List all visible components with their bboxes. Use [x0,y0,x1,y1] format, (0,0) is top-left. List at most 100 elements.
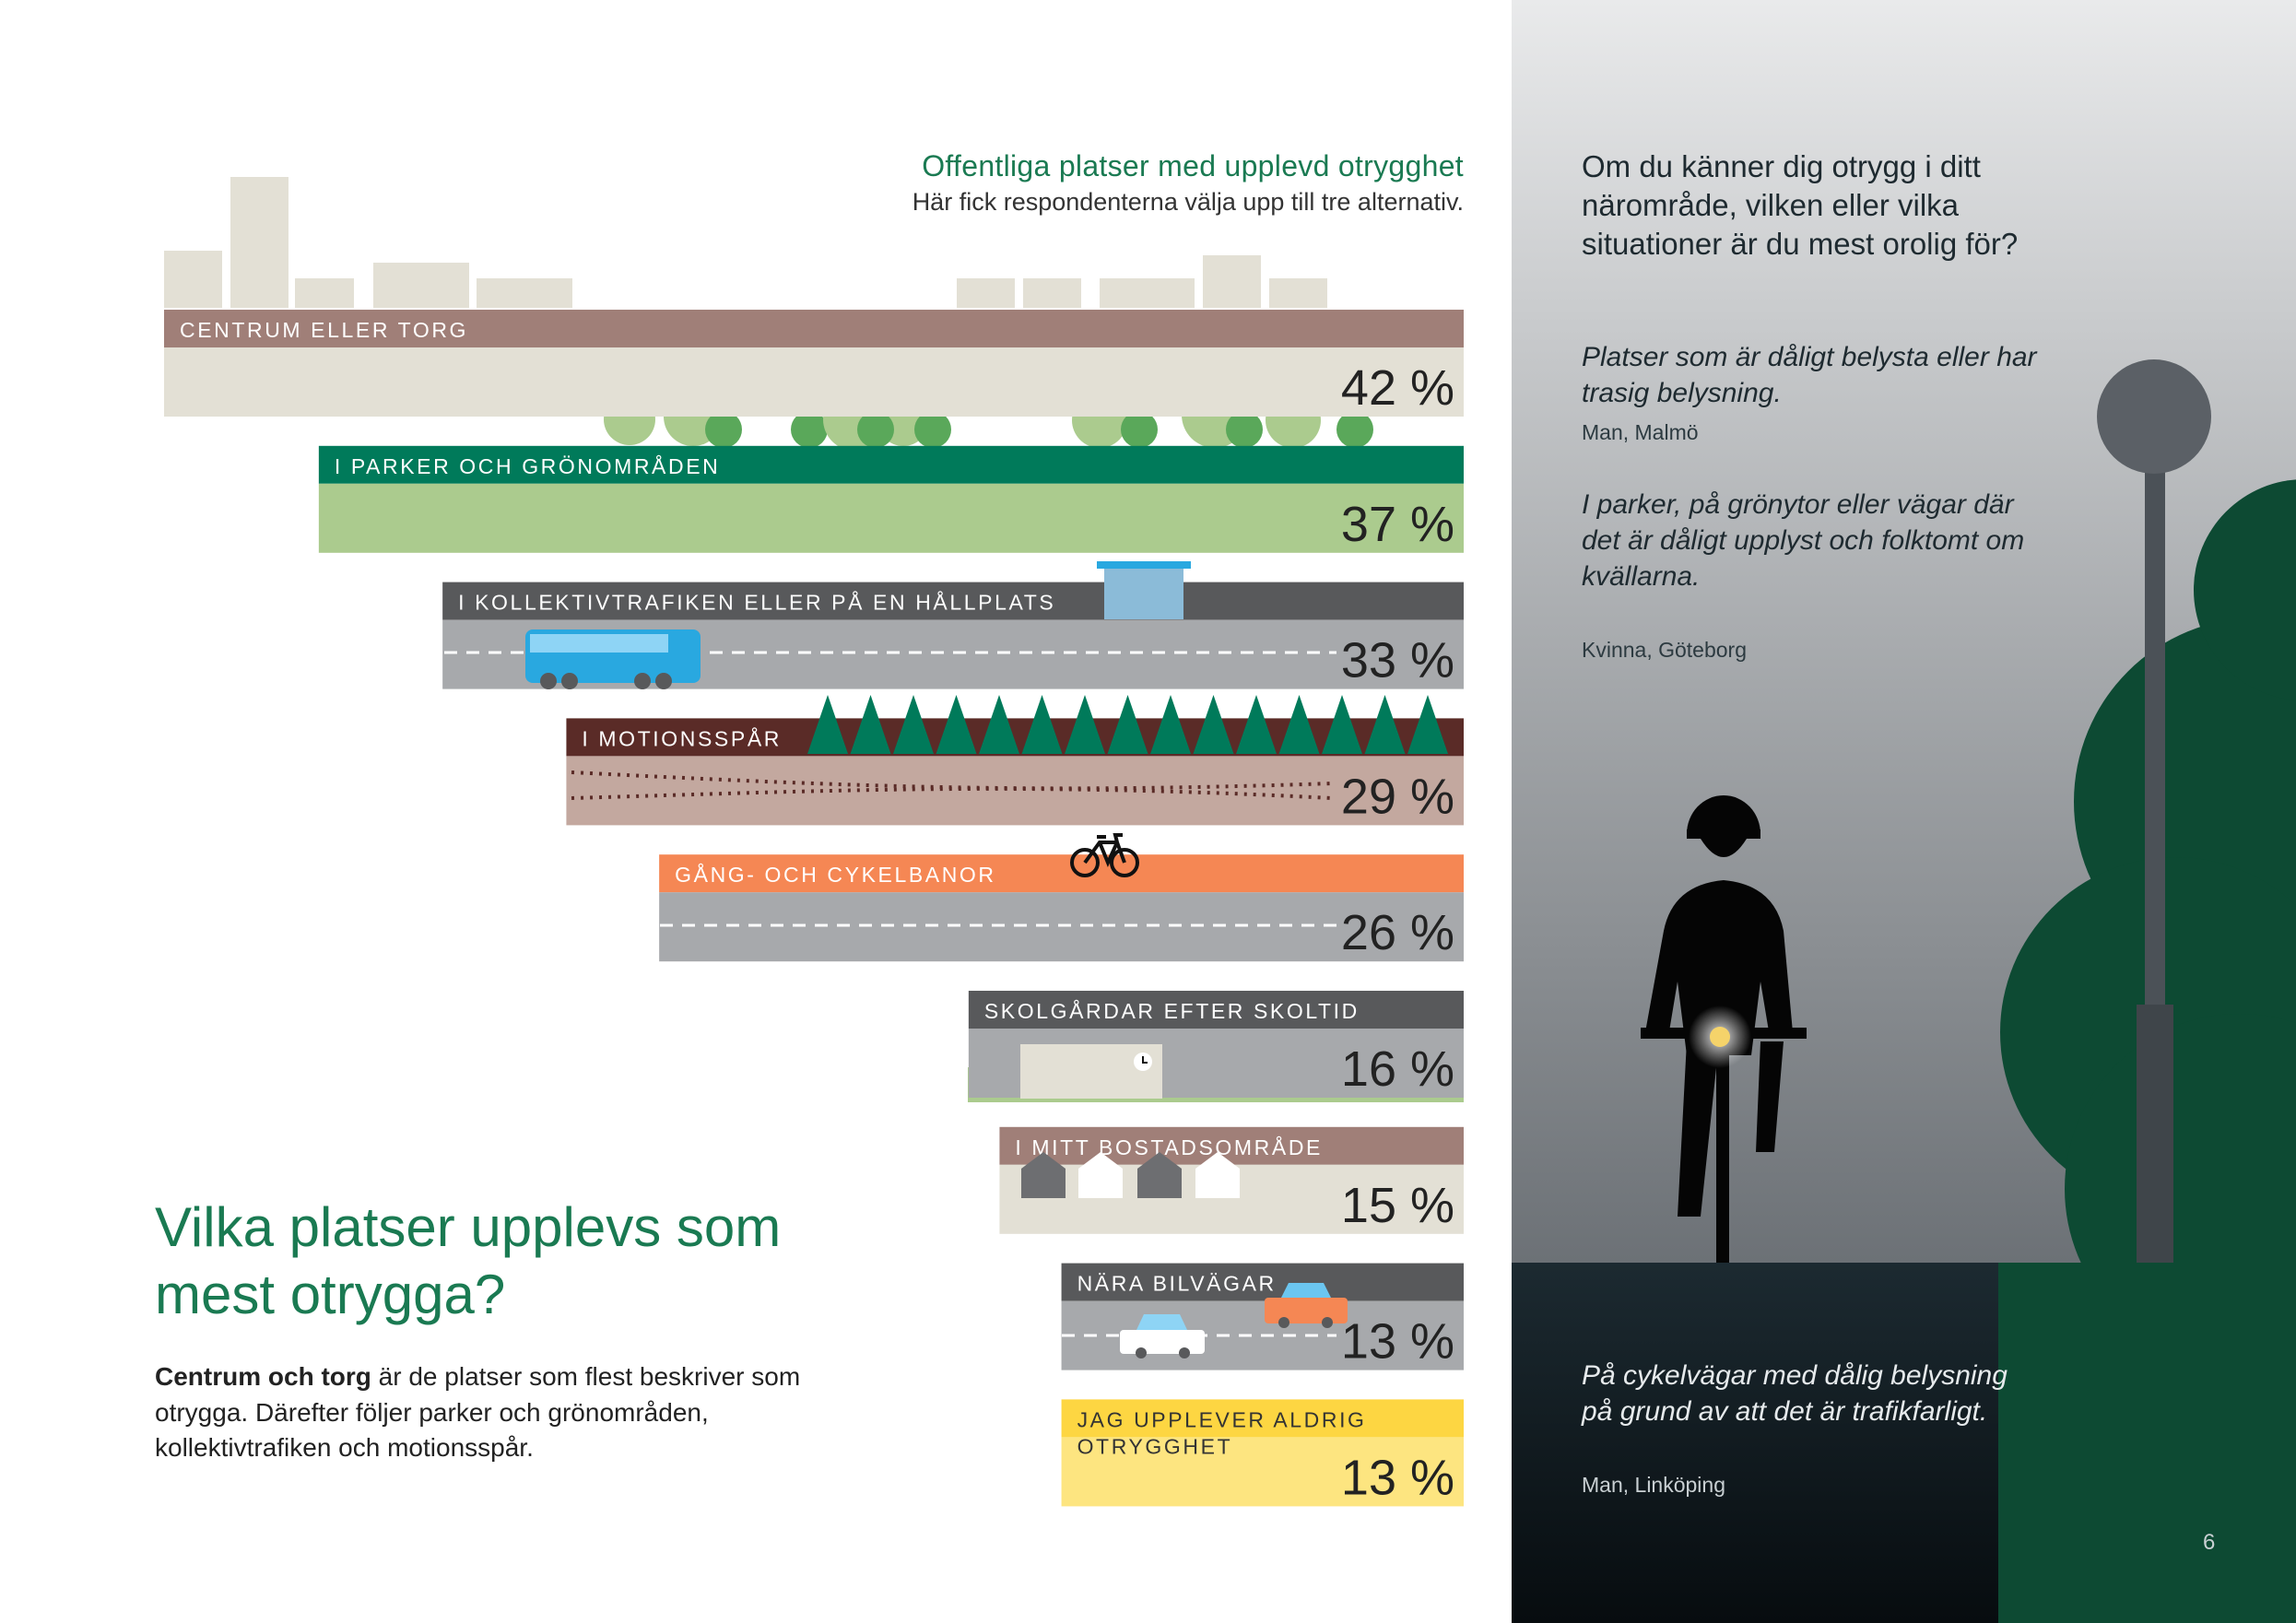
body-text: Centrum och torg är de platser som flest… [155,1359,818,1466]
bus-stop-icon [1097,561,1191,569]
spruce-icon [1150,695,1191,754]
headline: Vilka platser upplevs som mest otrygga? [155,1196,782,1326]
quote-3: På cykelvägar med dålig belysning på gru… [1582,1360,2008,1427]
value-label: 13 % [1341,1450,1454,1505]
car-icon [1265,1283,1348,1328]
bar-header [999,1126,1464,1165]
spruce-icon [807,695,848,754]
spruce-icon [1278,695,1320,754]
bar-body [1061,1437,1464,1507]
category-label: I KOLLEKTIVTRAFIKEN ELLER PÅ EN HÅLLPLAT… [458,590,1055,615]
house-icon [1137,1152,1182,1198]
value-label: 33 % [1341,633,1454,688]
quote-2-author: Kvinna, Göteborg [1582,638,1748,662]
street-lamp-icon [2097,359,2211,1263]
value-label: 13 % [1341,1314,1454,1370]
bar-8: NÄRA BILVÄGAR 13 % [1061,1263,1464,1370]
value-label: 37 % [1341,497,1454,552]
spruce-icon [1236,695,1277,754]
cyclist-icon [1641,795,1807,1263]
bar-header [659,854,1464,893]
spruce-icon [1364,695,1406,754]
spruce-icon [850,695,891,754]
bus-window [530,634,668,653]
quote-2: I parker, på grönytor eller vägar där de… [1582,489,2025,592]
bar-body [659,892,1464,962]
spruce-icon [936,695,977,754]
bike-light-icon [1710,1027,1730,1047]
tree-icon [705,411,742,448]
bus-wheel [655,673,672,689]
building-icon [1023,278,1081,308]
bus-wheel [561,673,578,689]
chart-title: Offentliga platser med upplevd otrygghet [922,149,1464,182]
bar-header [442,582,1465,620]
value-label: 42 % [1341,360,1454,416]
page-number: 6 [2203,1530,2216,1555]
house-icon [1078,1152,1123,1198]
building-icon [957,278,1015,308]
body-rest: är de platser som flest beskriver som ot… [155,1362,801,1463]
bar-body [318,483,1464,553]
building-icon [1100,278,1195,308]
bus-wheel [634,673,651,689]
value-label: 26 % [1341,905,1454,960]
bar-5: GÅNG- OCH CYKELBANOR 26 % [659,854,1464,962]
house-icon [1195,1152,1240,1198]
value-label: 29 % [1341,769,1454,824]
building-icon [230,177,288,308]
building-icon [164,251,222,308]
night-illustration [1512,0,2296,1623]
bar-header [164,310,1464,347]
quote-1-author: Man, Malmö [1582,420,1699,444]
spruce-icon [1193,695,1234,754]
spruce-icon [1322,695,1362,754]
category-label: I MITT BOSTADSOMRÅDE [1015,1135,1323,1159]
bar-body [164,347,1464,417]
bar-header [1061,1399,1464,1438]
building-icon [295,278,354,308]
spruce-icon [1407,695,1448,754]
value-label: 15 % [1341,1178,1454,1233]
building-icon [477,278,572,308]
category-label: GÅNG- OCH CYKELBANOR [675,862,995,887]
category-label: I PARKER OCH GRÖNOMRÅDEN [335,453,721,478]
bar-header [968,991,1464,1029]
bicycle-icon [1070,833,1139,877]
spruce-icon [1107,695,1148,754]
value-label: 16 % [1341,1041,1454,1097]
chart-subtitle: Här fick respondenterna välja upp till t… [912,188,1464,216]
bar-2: I PARKER OCH GRÖNOMRÅDEN 37 % [318,445,1464,553]
tree-icon [857,411,894,448]
body-bold: Centrum och torg [155,1362,371,1391]
house-icon [1021,1152,1066,1198]
bus-stop-shelter [1104,569,1183,619]
building-icon [373,263,469,308]
spruce-icon [1021,695,1063,754]
quote-1: Platser som är dåligt belysta eller har … [1582,342,2037,408]
tree-icon [1226,411,1263,448]
category-label: I MOTIONSSPÅR [582,725,782,750]
category-label: CENTRUM ELLER TORG [180,318,468,342]
bar-1: CENTRUM ELLER TORG 42 % [164,310,1464,417]
category-label: SKOLGÅRDAR EFTER SKOLTID [984,998,1360,1023]
spruce-icon [893,695,934,754]
building-icon [1269,278,1327,308]
school-building-icon [1020,1044,1162,1099]
tree-icon [1121,411,1158,448]
category-label: NÄRA BILVÄGAR [1077,1272,1277,1296]
spruce-icon [1065,695,1105,754]
spruce-icon [979,695,1019,754]
bus-wheel [540,673,557,689]
bar-header [318,445,1464,484]
bar-header [1061,1263,1464,1301]
car-icon [1120,1314,1205,1358]
tree-icon [791,411,828,448]
tree-icon [1336,411,1373,448]
clock-hands [1142,1056,1148,1064]
bar-6: SKOLGÅRDAR EFTER SKOLTID 16 % [968,991,1464,1098]
chart-decorations-front [444,561,1448,1358]
category-label: JAG UPPLEVER ALDRIG OTRYGGHET [1077,1407,1367,1458]
